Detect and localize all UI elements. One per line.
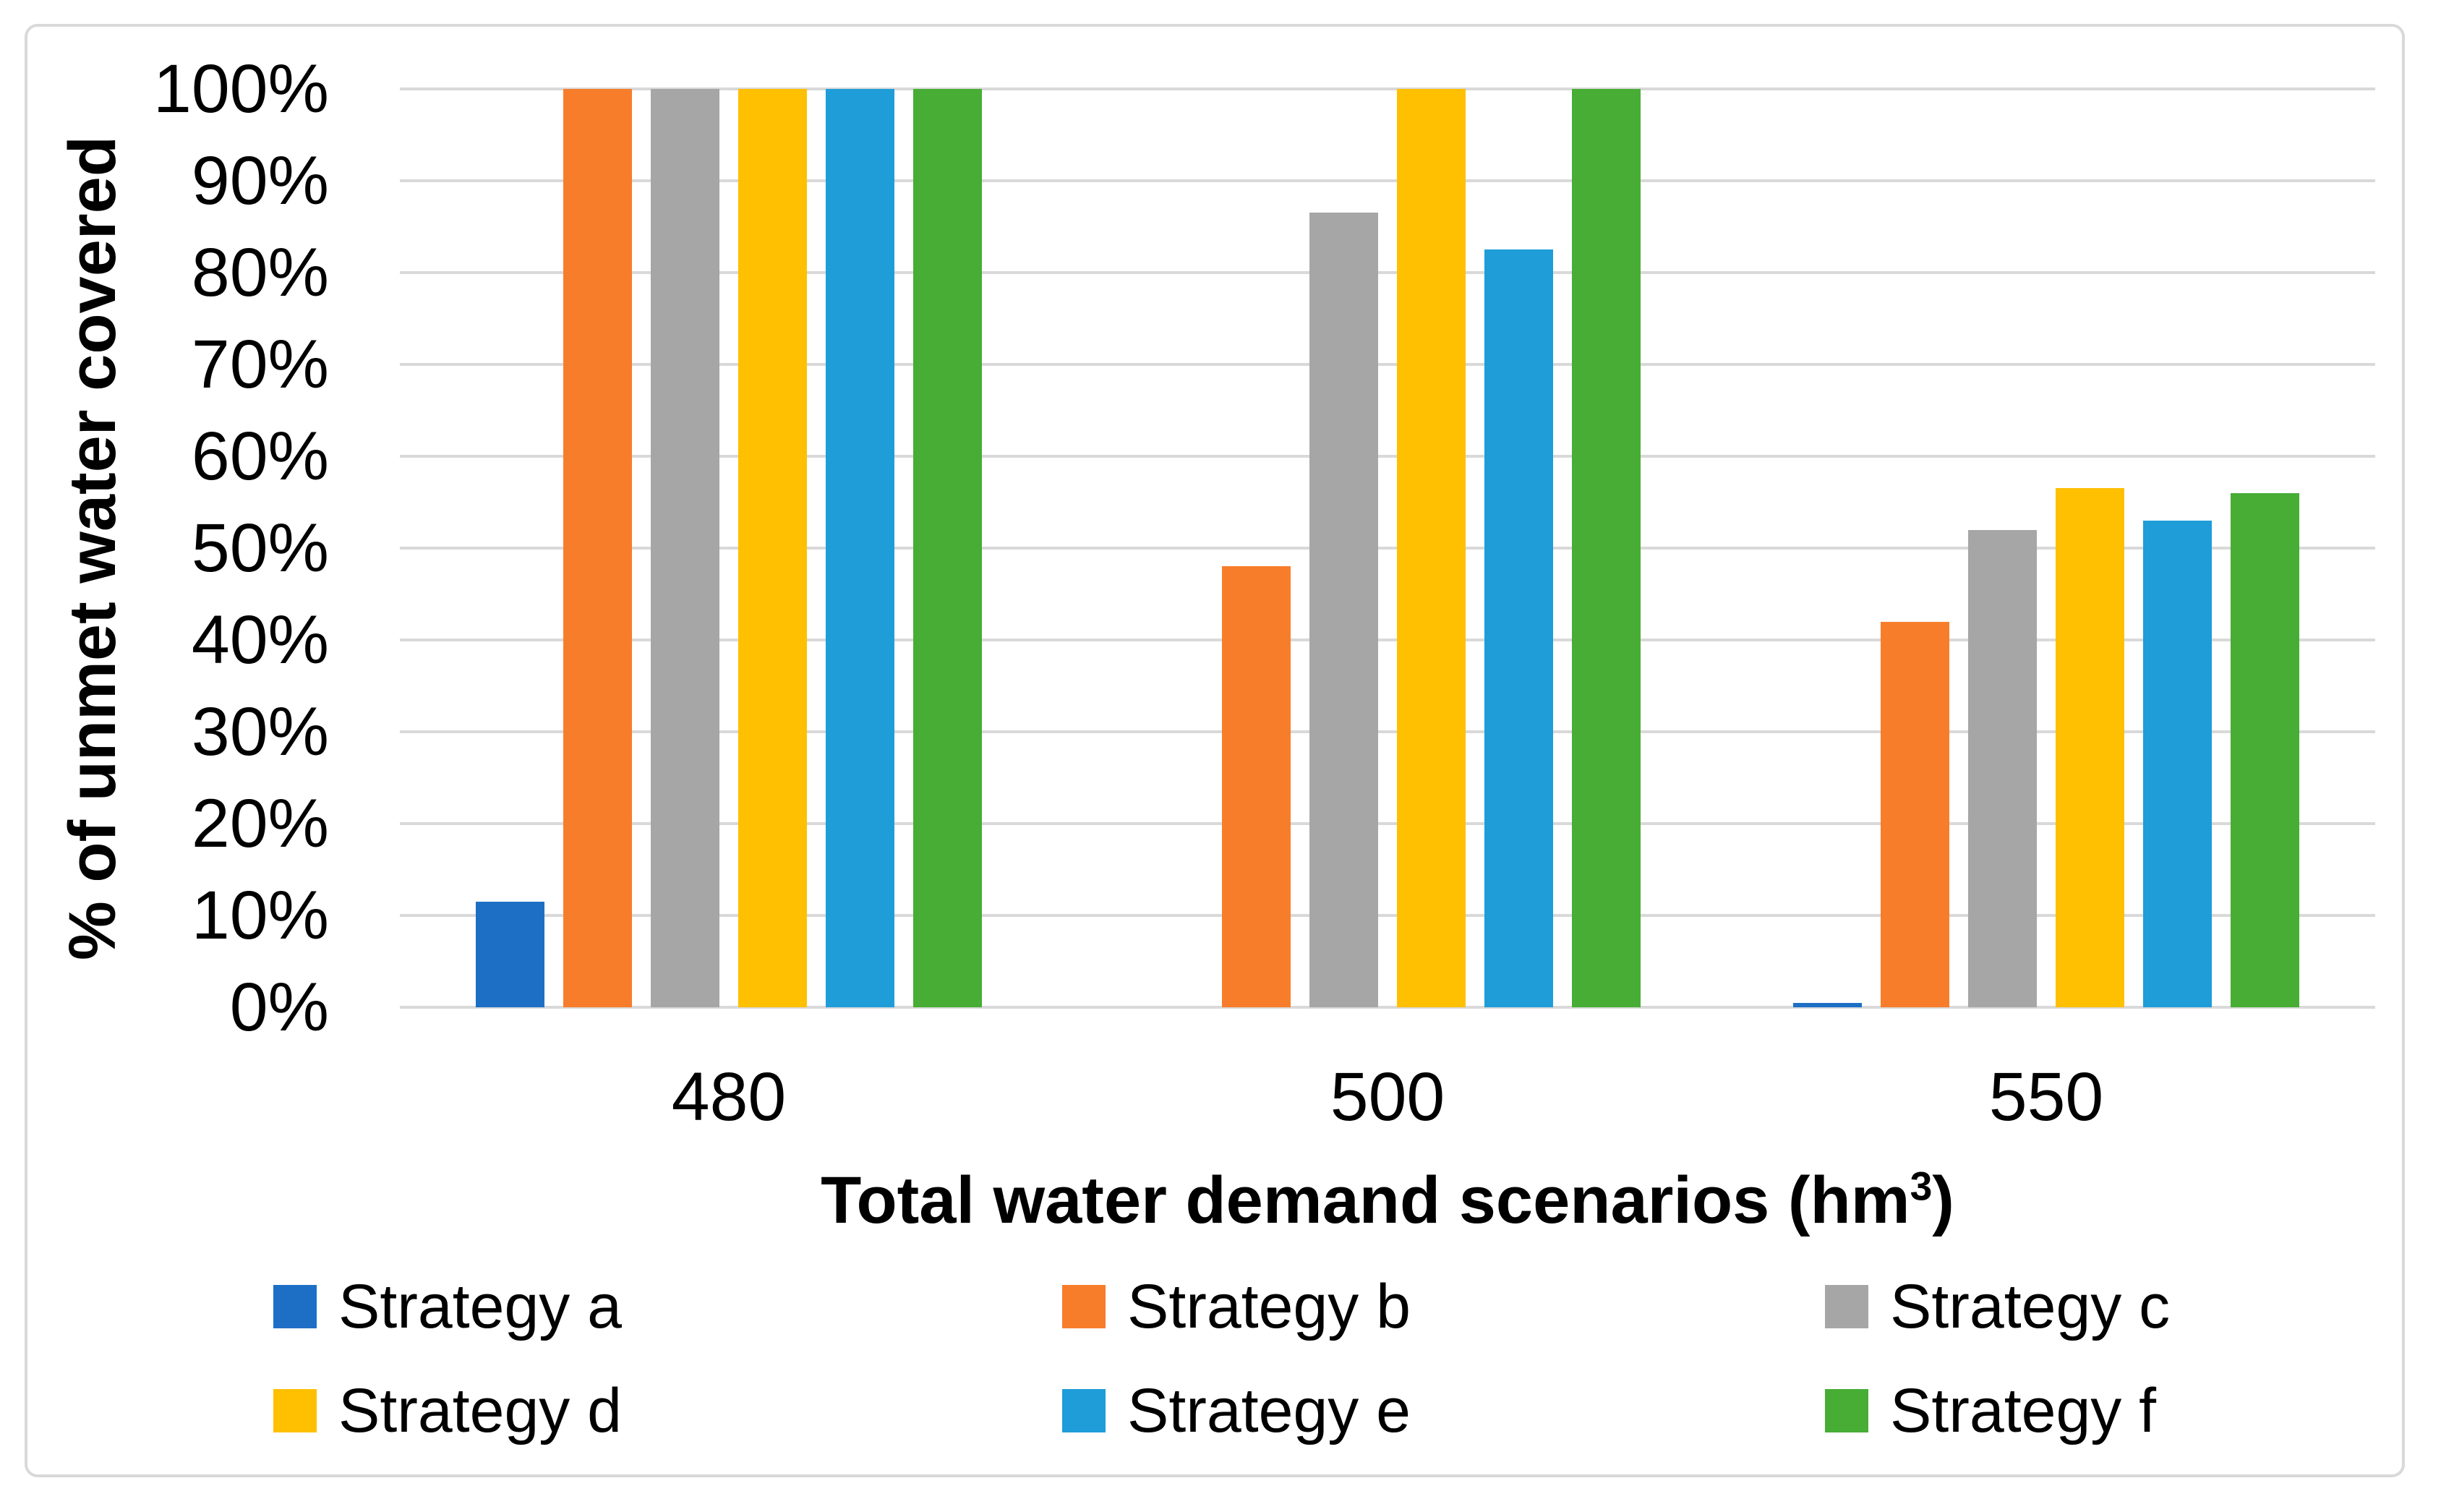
- legend-swatch: [1825, 1389, 1868, 1432]
- legend-item-strategy-c: Strategy c: [1825, 1274, 2170, 1339]
- y-tick-label: 90%: [191, 142, 329, 219]
- legend-label: Strategy f: [1890, 1376, 2157, 1445]
- gridline: [400, 730, 2375, 733]
- bar-strategy-f-550: [2230, 493, 2299, 1007]
- y-tick-label: 50%: [191, 510, 329, 586]
- y-tick-label: 80%: [191, 234, 329, 311]
- legend-swatch: [273, 1285, 317, 1328]
- bar-strategy-f-500: [1572, 89, 1641, 1007]
- gridline: [400, 1006, 2375, 1009]
- legend-item-strategy-e: Strategy e: [1062, 1378, 1411, 1443]
- gridline: [400, 822, 2375, 825]
- legend-label: Strategy e: [1127, 1376, 1411, 1445]
- bar-strategy-e-550: [2142, 521, 2212, 1007]
- bar-strategy-d-480: [738, 89, 808, 1007]
- legend-item-strategy-a: Strategy a: [273, 1274, 622, 1339]
- bar-strategy-d-500: [1397, 89, 1466, 1007]
- category-label-550: 550: [1988, 1059, 2104, 1135]
- bar-strategy-c-500: [1309, 213, 1378, 1007]
- gridline: [400, 87, 2375, 90]
- legend-swatch: [1825, 1285, 1868, 1328]
- y-tick-label: 60%: [191, 418, 329, 495]
- bar-strategy-e-500: [1484, 249, 1553, 1007]
- bar-strategy-c-550: [1967, 530, 2037, 1007]
- x-axis-title-superscript: 3: [1910, 1163, 1933, 1209]
- bar-strategy-b-500: [1222, 566, 1291, 1007]
- legend-label: Strategy a: [338, 1272, 622, 1341]
- category-label-500: 500: [1330, 1059, 1445, 1135]
- y-tick-label: 0%: [229, 969, 329, 1046]
- legend-label: Strategy b: [1127, 1272, 1411, 1341]
- plot-area: [400, 87, 2375, 1009]
- bar-strategy-a-480: [476, 902, 545, 1007]
- gridline: [400, 271, 2375, 274]
- legend-swatch: [1062, 1285, 1106, 1328]
- bar-strategy-c-480: [651, 89, 720, 1007]
- legend-swatch: [1062, 1389, 1106, 1432]
- gridline: [400, 547, 2375, 550]
- legend-label: Strategy c: [1890, 1272, 2171, 1341]
- y-tick-label: 40%: [191, 602, 329, 678]
- y-tick-label: 10%: [191, 877, 329, 954]
- gridline: [400, 638, 2375, 641]
- legend-item-strategy-b: Strategy b: [1062, 1274, 1411, 1339]
- bar-strategy-a-550: [1792, 1003, 1862, 1007]
- y-tick-label: 20%: [191, 785, 329, 862]
- x-axis-title-close-paren: ): [1932, 1163, 1954, 1237]
- category-label-480: 480: [671, 1059, 787, 1135]
- legend-label: Strategy d: [338, 1376, 622, 1445]
- y-tick-label: 70%: [191, 326, 329, 403]
- gridline: [400, 179, 2375, 182]
- legend-swatch: [273, 1389, 317, 1432]
- gridline: [400, 455, 2375, 458]
- bar-strategy-b-550: [1880, 622, 1949, 1007]
- gridline: [400, 363, 2375, 366]
- bar-strategy-d-550: [2055, 488, 2124, 1007]
- x-axis-title: Total water demand scenarios (hm3): [664, 1157, 2111, 1244]
- bar-strategy-b-480: [563, 89, 633, 1007]
- x-axis-title-text: Total water demand scenarios (hm: [821, 1163, 1910, 1237]
- bar-strategy-e-480: [826, 89, 895, 1007]
- bar-strategy-f-480: [913, 89, 983, 1007]
- y-tick-label: 100%: [153, 51, 329, 127]
- legend-item-strategy-f: Strategy f: [1825, 1378, 2156, 1443]
- gridline: [400, 914, 2375, 917]
- legend-item-strategy-d: Strategy d: [273, 1378, 622, 1443]
- y-tick-label: 30%: [191, 693, 329, 770]
